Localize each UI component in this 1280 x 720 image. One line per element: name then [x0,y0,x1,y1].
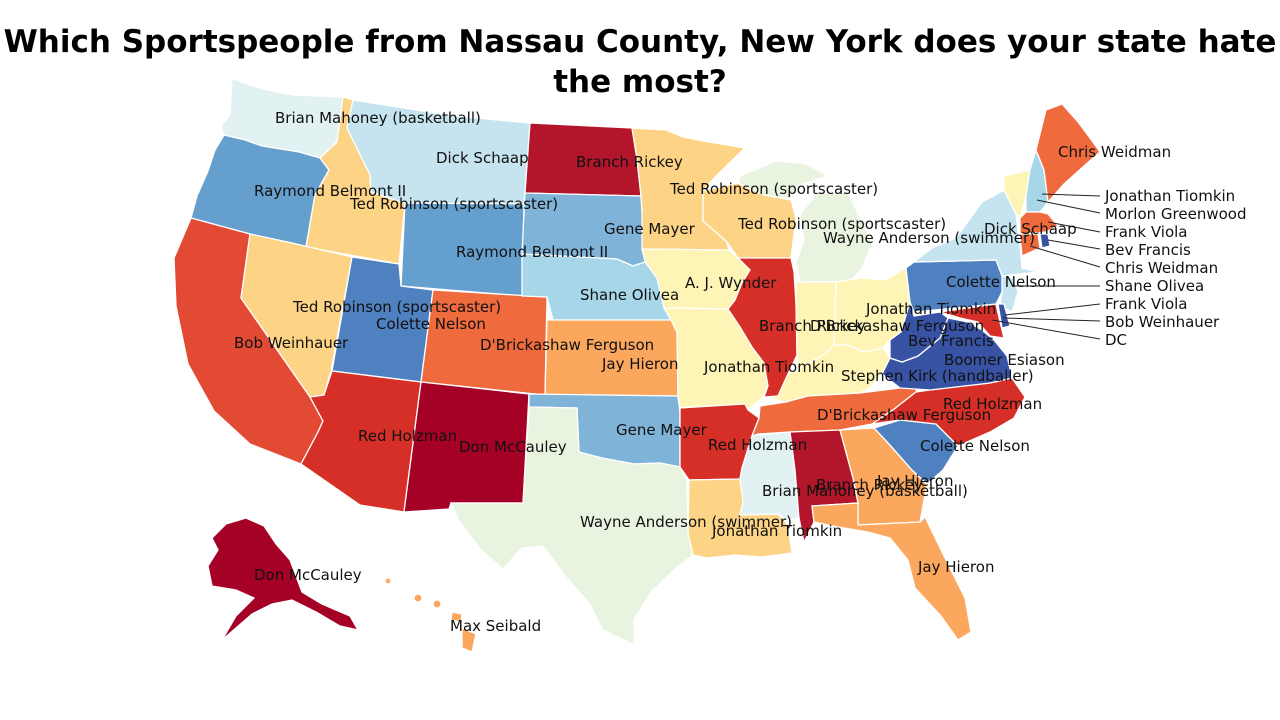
label-missouri: Jonathan Tiomkin [703,358,834,376]
label-maine: Chris Weidman [1058,143,1171,161]
label-west-virginia: Bev Francis [908,332,994,350]
label-north-dakota: Branch Rickey [576,153,683,171]
callout-labels: Jonathan Tiomkin Morlon Greenwood Frank … [1104,187,1246,349]
callout-label: Jonathan Tiomkin [1104,187,1235,205]
label-minnesota: Ted Robinson (sportscaster) [669,180,878,198]
state-alaska[interactable] [207,517,360,641]
state-labels: Brian Mahoney (basketball) Dick Schaap B… [234,109,1171,635]
label-tennessee: D'Brickashaw Ferguson [817,406,991,424]
callout-label: Bob Weinhauer [1105,313,1220,331]
state-michigan-upper[interactable] [737,160,830,200]
callout-label: Frank Viola [1105,295,1188,313]
label-mississippi: Brian Mahoney (basketball) [762,482,968,500]
label-idaho: Ted Robinson (sportscaster) [349,195,558,213]
label-montana: Dick Schaap [436,149,529,167]
label-new-mexico: Don McCauley [459,438,567,456]
state-hawaii[interactable] [384,577,477,653]
state-west-virginia[interactable] [889,299,949,363]
label-utah: Colette Nelson [376,315,486,333]
state-maine[interactable] [1035,103,1101,204]
label-north-carolina: Red Holzman [943,395,1042,413]
callout-leaders [991,193,1101,340]
label-ohio: Jonathan Tiomkin [865,300,996,318]
label-oregon: Raymond Belmont II [254,182,406,200]
callout-label: Shane Olivea [1105,277,1204,295]
label-oklahoma: Gene Mayer [616,421,708,439]
label-arkansas: Red Holzman [708,436,807,454]
callout-label: Morlon Greenwood [1105,205,1246,223]
label-nevada: Ted Robinson (sportscaster) [292,298,501,316]
label-arizona: Red Holzman [358,427,457,445]
label-kentucky: Stephen Kirk (handballer) [841,367,1034,385]
label-california: Bob Weinhauer [234,334,349,352]
label-virginia: Boomer Esiason [944,351,1065,369]
state-connecticut[interactable] [1019,233,1041,257]
label-indiana: D'Brickashaw Ferguson [810,317,984,335]
state-michigan-lower[interactable] [795,192,873,283]
callout-label: Bev Francis [1105,241,1191,259]
state-new-york[interactable] [912,189,1039,277]
label-texas: Wayne Anderson (swimmer) [580,513,792,531]
label-colorado: D'Brickashaw Ferguson [480,336,654,354]
state-maryland[interactable] [939,303,1005,339]
label-wisconsin: Ted Robinson (sportscaster) [737,215,946,233]
label-hawaii: Max Seibald [450,617,541,635]
label-south-dakota: Gene Mayer [604,220,696,238]
label-iowa: A. J. Wynder [685,274,777,292]
label-georgia: Jay Hieron [876,472,953,490]
label-nebraska: Shane Olivea [580,286,679,304]
state-rhode-island[interactable] [1039,233,1051,249]
label-louisiana: Jonathan Tiomkin [711,522,842,540]
map-title: Which Sportspeople from Nassau County, N… [3,24,1277,100]
label-florida: Jay Hieron [917,558,994,576]
label-illinois: Branch Rickey [759,317,866,335]
label-washington: Brian Mahoney (basketball) [275,109,481,127]
state-florida[interactable] [811,502,972,641]
label-alaska: Don McCauley [254,566,362,584]
state-north-carolina[interactable] [871,377,1026,447]
state-new-jersey[interactable] [999,275,1019,313]
callout-label: DC [1105,331,1127,349]
label-new-york: Dick Schaap [984,220,1077,238]
callout-label: Chris Weidman [1105,259,1218,277]
label-kansas: Jay Hieron [601,355,678,373]
label-pennsylvania: Colette Nelson [946,273,1056,291]
label-michigan: Wayne Anderson (swimmer) [823,229,1035,247]
state-illinois[interactable] [727,257,798,398]
state-texas[interactable] [450,406,694,647]
label-wyoming: Raymond Belmont II [456,243,608,261]
callout-label: Frank Viola [1105,223,1188,241]
label-south-carolina: Colette Nelson [920,437,1030,455]
label-alabama: Branch Rickey [816,476,923,494]
